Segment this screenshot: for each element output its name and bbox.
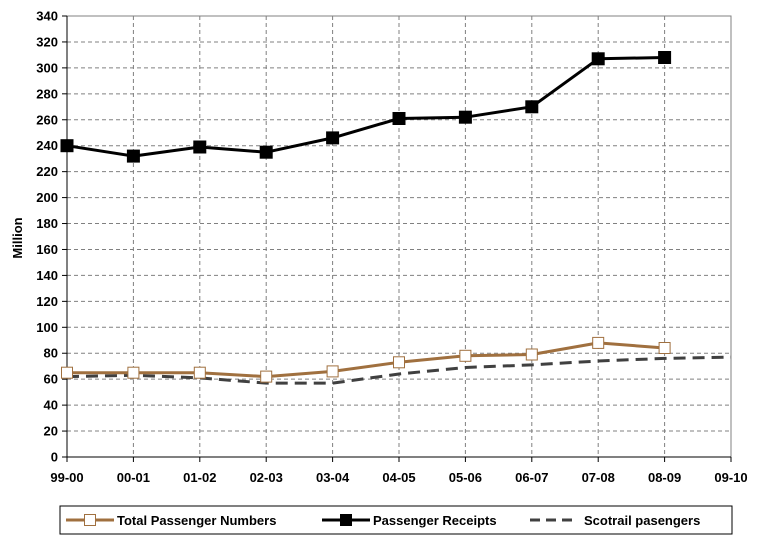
y-tick-label: 220 — [36, 164, 58, 179]
y-tick-label: 0 — [51, 450, 58, 465]
y-axis-title: Million — [10, 217, 25, 258]
legend-label-scotrail: Scotrail pasengers — [584, 513, 700, 528]
data-point-marker — [60, 139, 74, 153]
data-point-marker — [658, 342, 671, 354]
x-tick-label: 08-09 — [648, 470, 681, 485]
y-tick-label: 280 — [36, 86, 58, 101]
legend-label-total: Total Passenger Numbers — [117, 513, 276, 528]
data-point-marker — [127, 366, 140, 379]
data-point-marker — [591, 52, 605, 66]
axes — [62, 15, 732, 462]
x-tick-label: 00-01 — [117, 470, 150, 485]
y-tick-label: 20 — [44, 424, 58, 439]
data-point-marker — [459, 349, 472, 362]
series-line — [66, 56, 665, 158]
data-point-marker — [126, 149, 140, 163]
x-tick-label: 99-00 — [50, 470, 83, 485]
series-line — [67, 341, 665, 379]
legend-marker-receipts — [340, 514, 352, 526]
x-tick-label: 01-02 — [183, 470, 216, 485]
x-tick-label: 09-10 — [714, 470, 747, 485]
data-point-marker — [458, 110, 472, 124]
y-tick-label: 60 — [44, 372, 58, 387]
data-point-marker — [193, 140, 207, 154]
y-tick-labels: 0 20 40 60 80 100 120 140 160 180 200 220 240 260 280 3… — [36, 9, 58, 465]
x-tick-label: 03-04 — [316, 470, 350, 485]
y-tick-label: 40 — [44, 398, 58, 413]
x-tick-label: 02-03 — [250, 470, 283, 485]
series-passenger-receipts — [60, 51, 672, 163]
y-tick-label: 200 — [36, 190, 58, 205]
y-tick-label: 100 — [36, 320, 58, 335]
data-point-marker — [392, 112, 406, 125]
series — [60, 51, 732, 385]
y-tick-label: 300 — [36, 60, 58, 75]
x-tick-label: 07-08 — [582, 470, 615, 485]
y-tick-label: 260 — [36, 112, 58, 127]
data-point-marker — [393, 356, 405, 369]
legend-marker-total — [84, 514, 96, 526]
y-tick-label: 120 — [36, 294, 58, 309]
legend: Total Passenger Numbers Passenger Receip… — [59, 505, 733, 535]
x-tick-label: 05-06 — [449, 470, 482, 485]
y-tick-label: 340 — [36, 9, 58, 24]
data-point-marker — [592, 336, 605, 349]
y-tick-label: 320 — [36, 34, 58, 49]
x-tick-labels: 99-00 00-01 01-02 02-03 03-04 04-05 05-06 06-07… — [50, 470, 747, 485]
grid — [67, 16, 731, 457]
data-point-marker — [326, 365, 339, 378]
data-point-marker — [193, 366, 206, 379]
data-point-marker — [658, 51, 672, 64]
series-scotrail-pasengers — [66, 355, 732, 385]
y-tick-label: 140 — [36, 268, 58, 283]
data-point-marker — [61, 366, 73, 379]
y-tick-label: 160 — [36, 242, 58, 257]
legend-label-receipts: Passenger Receipts — [373, 513, 497, 528]
series-line — [66, 355, 732, 385]
y-tick-label: 180 — [36, 216, 58, 231]
data-point-marker — [259, 145, 273, 159]
y-tick-label: 80 — [44, 346, 58, 361]
legend-box — [59, 505, 733, 535]
data-point-marker — [260, 370, 273, 383]
x-tick-label: 06-07 — [515, 470, 548, 485]
x-tick-label: 04-05 — [382, 470, 415, 485]
data-point-marker — [525, 100, 539, 114]
data-point-marker — [525, 348, 538, 361]
y-tick-label: 240 — [36, 138, 58, 153]
series-total-passenger-numbers — [61, 336, 671, 383]
data-point-marker — [326, 131, 340, 145]
